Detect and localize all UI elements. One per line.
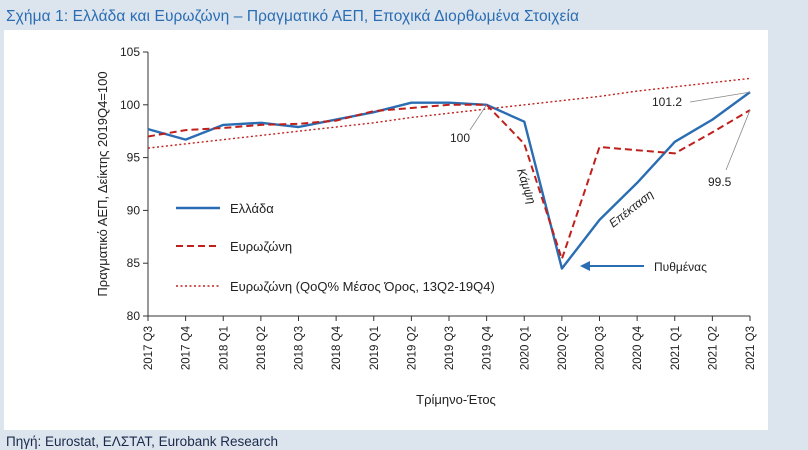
- series-point-solid: [184, 138, 186, 140]
- series-point-dotted: [260, 134, 262, 136]
- x-tick-label: 2021 Q3: [745, 326, 757, 370]
- y-tick-label: 100: [120, 98, 140, 112]
- series-point-dashed: [561, 258, 563, 260]
- annotation-leader: [725, 109, 751, 171]
- series-point-dotted: [485, 108, 487, 110]
- series-point-dashed: [410, 107, 412, 109]
- annotation-leader: [689, 91, 751, 103]
- series-point-dotted: [448, 112, 450, 114]
- series-point-dashed: [147, 135, 149, 137]
- series-point-solid: [711, 118, 713, 120]
- series-point-dashed: [674, 152, 676, 154]
- series-point-solid: [598, 219, 600, 221]
- series-point-solid: [222, 124, 224, 126]
- legend-label: Ευρωζώνη (QoQ% Μέσος Όρος, 13Q2-19Q4): [230, 279, 495, 294]
- series-point-dotted: [184, 143, 186, 145]
- annotation-leader: [469, 104, 487, 131]
- series-point-solid: [523, 120, 525, 122]
- plot-panel: 80 85 90 95 100 105 2017 Q3 2017 Q4 2018 Q1 2018 …: [4, 30, 768, 430]
- line-chart: 80 85 90 95 100 105 2017 Q3 2017 Q4 2018 Q1 2018 …: [95, 45, 757, 407]
- series-line-solid: [147, 91, 751, 270]
- source-note: Πηγή: Eurostat, ΕΛΣΤΑΤ, Eurobank Researc…: [6, 434, 278, 449]
- annotation-contraction: Κάμψη: [514, 167, 539, 207]
- annotation-value: 99.5: [708, 175, 732, 189]
- x-tick-label: 2019 Q1: [369, 326, 381, 370]
- y-tick-label: 85: [127, 256, 141, 270]
- series-point-dashed: [711, 131, 713, 133]
- x-tick-label: 2018 Q3: [294, 326, 306, 370]
- x-tick-label: 2020 Q1: [519, 326, 531, 370]
- x-tick-label: 2018 Q2: [256, 326, 268, 370]
- series-point-solid: [147, 128, 149, 130]
- series-point-dotted: [749, 77, 751, 79]
- series-point-dotted: [674, 86, 676, 88]
- annotation-trough: Πυθμένας: [654, 260, 707, 274]
- legend-label: Ευρωζώνη: [230, 239, 292, 254]
- x-tick-label: 2018 Q4: [331, 325, 343, 370]
- series-point-solid: [410, 101, 412, 103]
- x-tick-label: 2021 Q2: [707, 326, 719, 370]
- y-tick-label: 95: [127, 151, 141, 165]
- x-tick-label: 2021 Q1: [670, 326, 682, 370]
- annotation-expansion: Επέκταση: [606, 187, 656, 230]
- series-point-dotted: [410, 116, 412, 118]
- series-point-dashed: [636, 149, 638, 151]
- series-point-dotted: [561, 99, 563, 101]
- y-tick-label: 80: [127, 309, 141, 323]
- series-point-dashed: [448, 104, 450, 106]
- series-point-dotted: [711, 81, 713, 83]
- series-point-dashed: [523, 143, 525, 145]
- x-tick-label: 2020 Q3: [595, 326, 607, 370]
- y-axis-title: Πραγματικό ΑΕΠ, Δείκτης 2019Q4=100: [95, 71, 110, 296]
- series-point-dashed: [373, 110, 375, 112]
- x-tick-label: 2020 Q4: [632, 325, 644, 370]
- series-point-dotted: [373, 122, 375, 124]
- legend-label: Ελλάδα: [230, 201, 274, 216]
- x-tick-label: 2017 Q4: [181, 325, 193, 370]
- series-point-dotted: [636, 90, 638, 92]
- series-point-dotted: [523, 104, 525, 106]
- chart-title: Σχήμα 1: Ελλάδα και Ευρωζώνη – Πραγματικ…: [6, 8, 580, 25]
- series-line-dashed: [147, 103, 751, 260]
- series-point-dashed: [297, 123, 299, 125]
- series-point-dashed: [222, 127, 224, 129]
- annotation-value: 100: [450, 131, 470, 145]
- series-point-dashed: [335, 119, 337, 121]
- x-tick-label: 2017 Q3: [143, 326, 155, 370]
- series-point-solid: [260, 122, 262, 124]
- series-point-solid: [674, 141, 676, 143]
- y-tick-label: 105: [120, 45, 140, 59]
- series-point-solid: [448, 101, 450, 103]
- series-point-dotted: [598, 95, 600, 97]
- series-point-solid: [561, 267, 563, 269]
- series-point-dotted: [222, 138, 224, 140]
- annotation-value: 101.2: [652, 95, 682, 109]
- series-point-dotted: [147, 147, 149, 149]
- series-point-dotted: [297, 130, 299, 132]
- series-point-dashed: [184, 129, 186, 131]
- series-point-solid: [297, 126, 299, 128]
- x-tick-label: 2019 Q3: [444, 326, 456, 370]
- x-tick-label: 2020 Q2: [557, 326, 569, 370]
- y-tick-label: 90: [127, 203, 141, 217]
- x-tick-label: 2019 Q4: [482, 325, 494, 370]
- x-tick-label: 2018 Q1: [218, 326, 230, 370]
- series-point-solid: [636, 182, 638, 184]
- x-tick-label: 2019 Q2: [406, 326, 418, 370]
- x-axis-title: Τρίμηνο-Έτος: [416, 392, 496, 407]
- series-point-dotted: [335, 126, 337, 128]
- series-point-dashed: [260, 124, 262, 126]
- series-line-dotted: [147, 77, 751, 149]
- series-point-dashed: [598, 146, 600, 148]
